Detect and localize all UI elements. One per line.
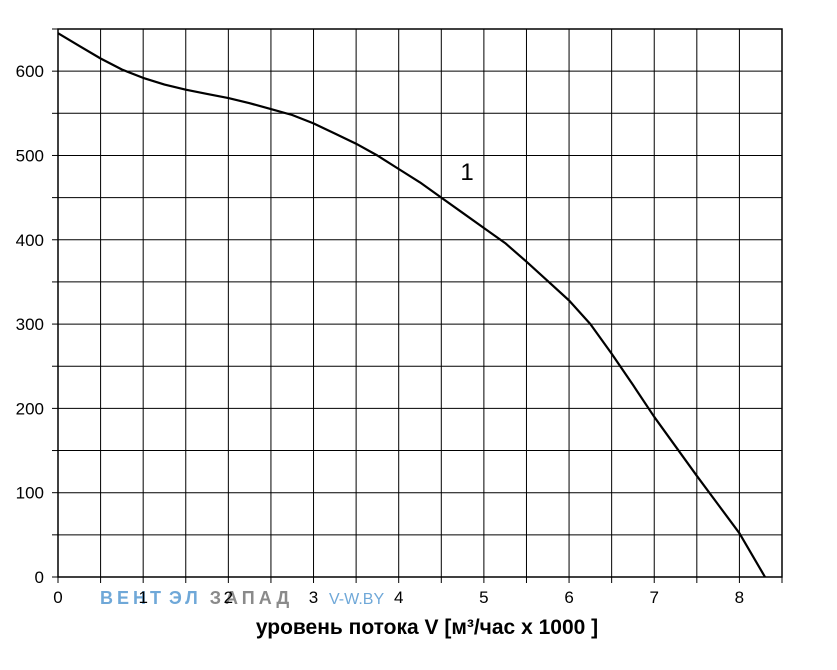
x-tick-label: 3 bbox=[309, 588, 318, 607]
y-tick-label: 0 bbox=[35, 568, 44, 587]
plot-frame bbox=[57, 28, 783, 578]
x-tick-label: 1 bbox=[138, 588, 147, 607]
series-line bbox=[57, 32, 766, 578]
x-tick-label: 6 bbox=[564, 588, 573, 607]
x-tick-label: 5 bbox=[479, 588, 488, 607]
axis-ticks bbox=[52, 28, 783, 583]
y-tick-label: 200 bbox=[16, 399, 44, 418]
x-tick-label: 8 bbox=[735, 588, 744, 607]
x-tick-label: 2 bbox=[224, 588, 233, 607]
y-tick-label: 400 bbox=[16, 231, 44, 250]
x-tick-label: 7 bbox=[650, 588, 659, 607]
y-tick-label: 300 bbox=[16, 315, 44, 334]
curve-label: 1 bbox=[460, 159, 473, 186]
watermark-brand-part-2: ЭЛ bbox=[169, 588, 202, 608]
y-tick-label: 600 bbox=[16, 62, 44, 81]
series-layer: 1 bbox=[57, 32, 766, 578]
watermark-brand-part-3: ЗАПАД bbox=[210, 588, 293, 608]
watermark: ВЕНТ ЭЛ ЗАПАД V-W.BY bbox=[100, 588, 384, 608]
watermark-brand: ВЕНТ ЭЛ ЗАПАД bbox=[100, 588, 293, 608]
tick-labels: 0 100 200 300 400 500 600 0 1 2 3 4 5 6 7 8 bbox=[16, 62, 745, 607]
y-tick-label: 500 bbox=[16, 146, 44, 165]
watermark-brand-part-1: ВЕНТ bbox=[100, 588, 165, 608]
watermark-url: V-W.BY bbox=[329, 591, 384, 608]
y-tick-label: 100 bbox=[16, 484, 44, 503]
x-tick-label: 4 bbox=[394, 588, 403, 607]
grid bbox=[58, 29, 782, 577]
x-tick-label: 0 bbox=[53, 588, 62, 607]
x-axis-title: уровень потока V [м³/час x 1000 ] bbox=[256, 616, 598, 639]
